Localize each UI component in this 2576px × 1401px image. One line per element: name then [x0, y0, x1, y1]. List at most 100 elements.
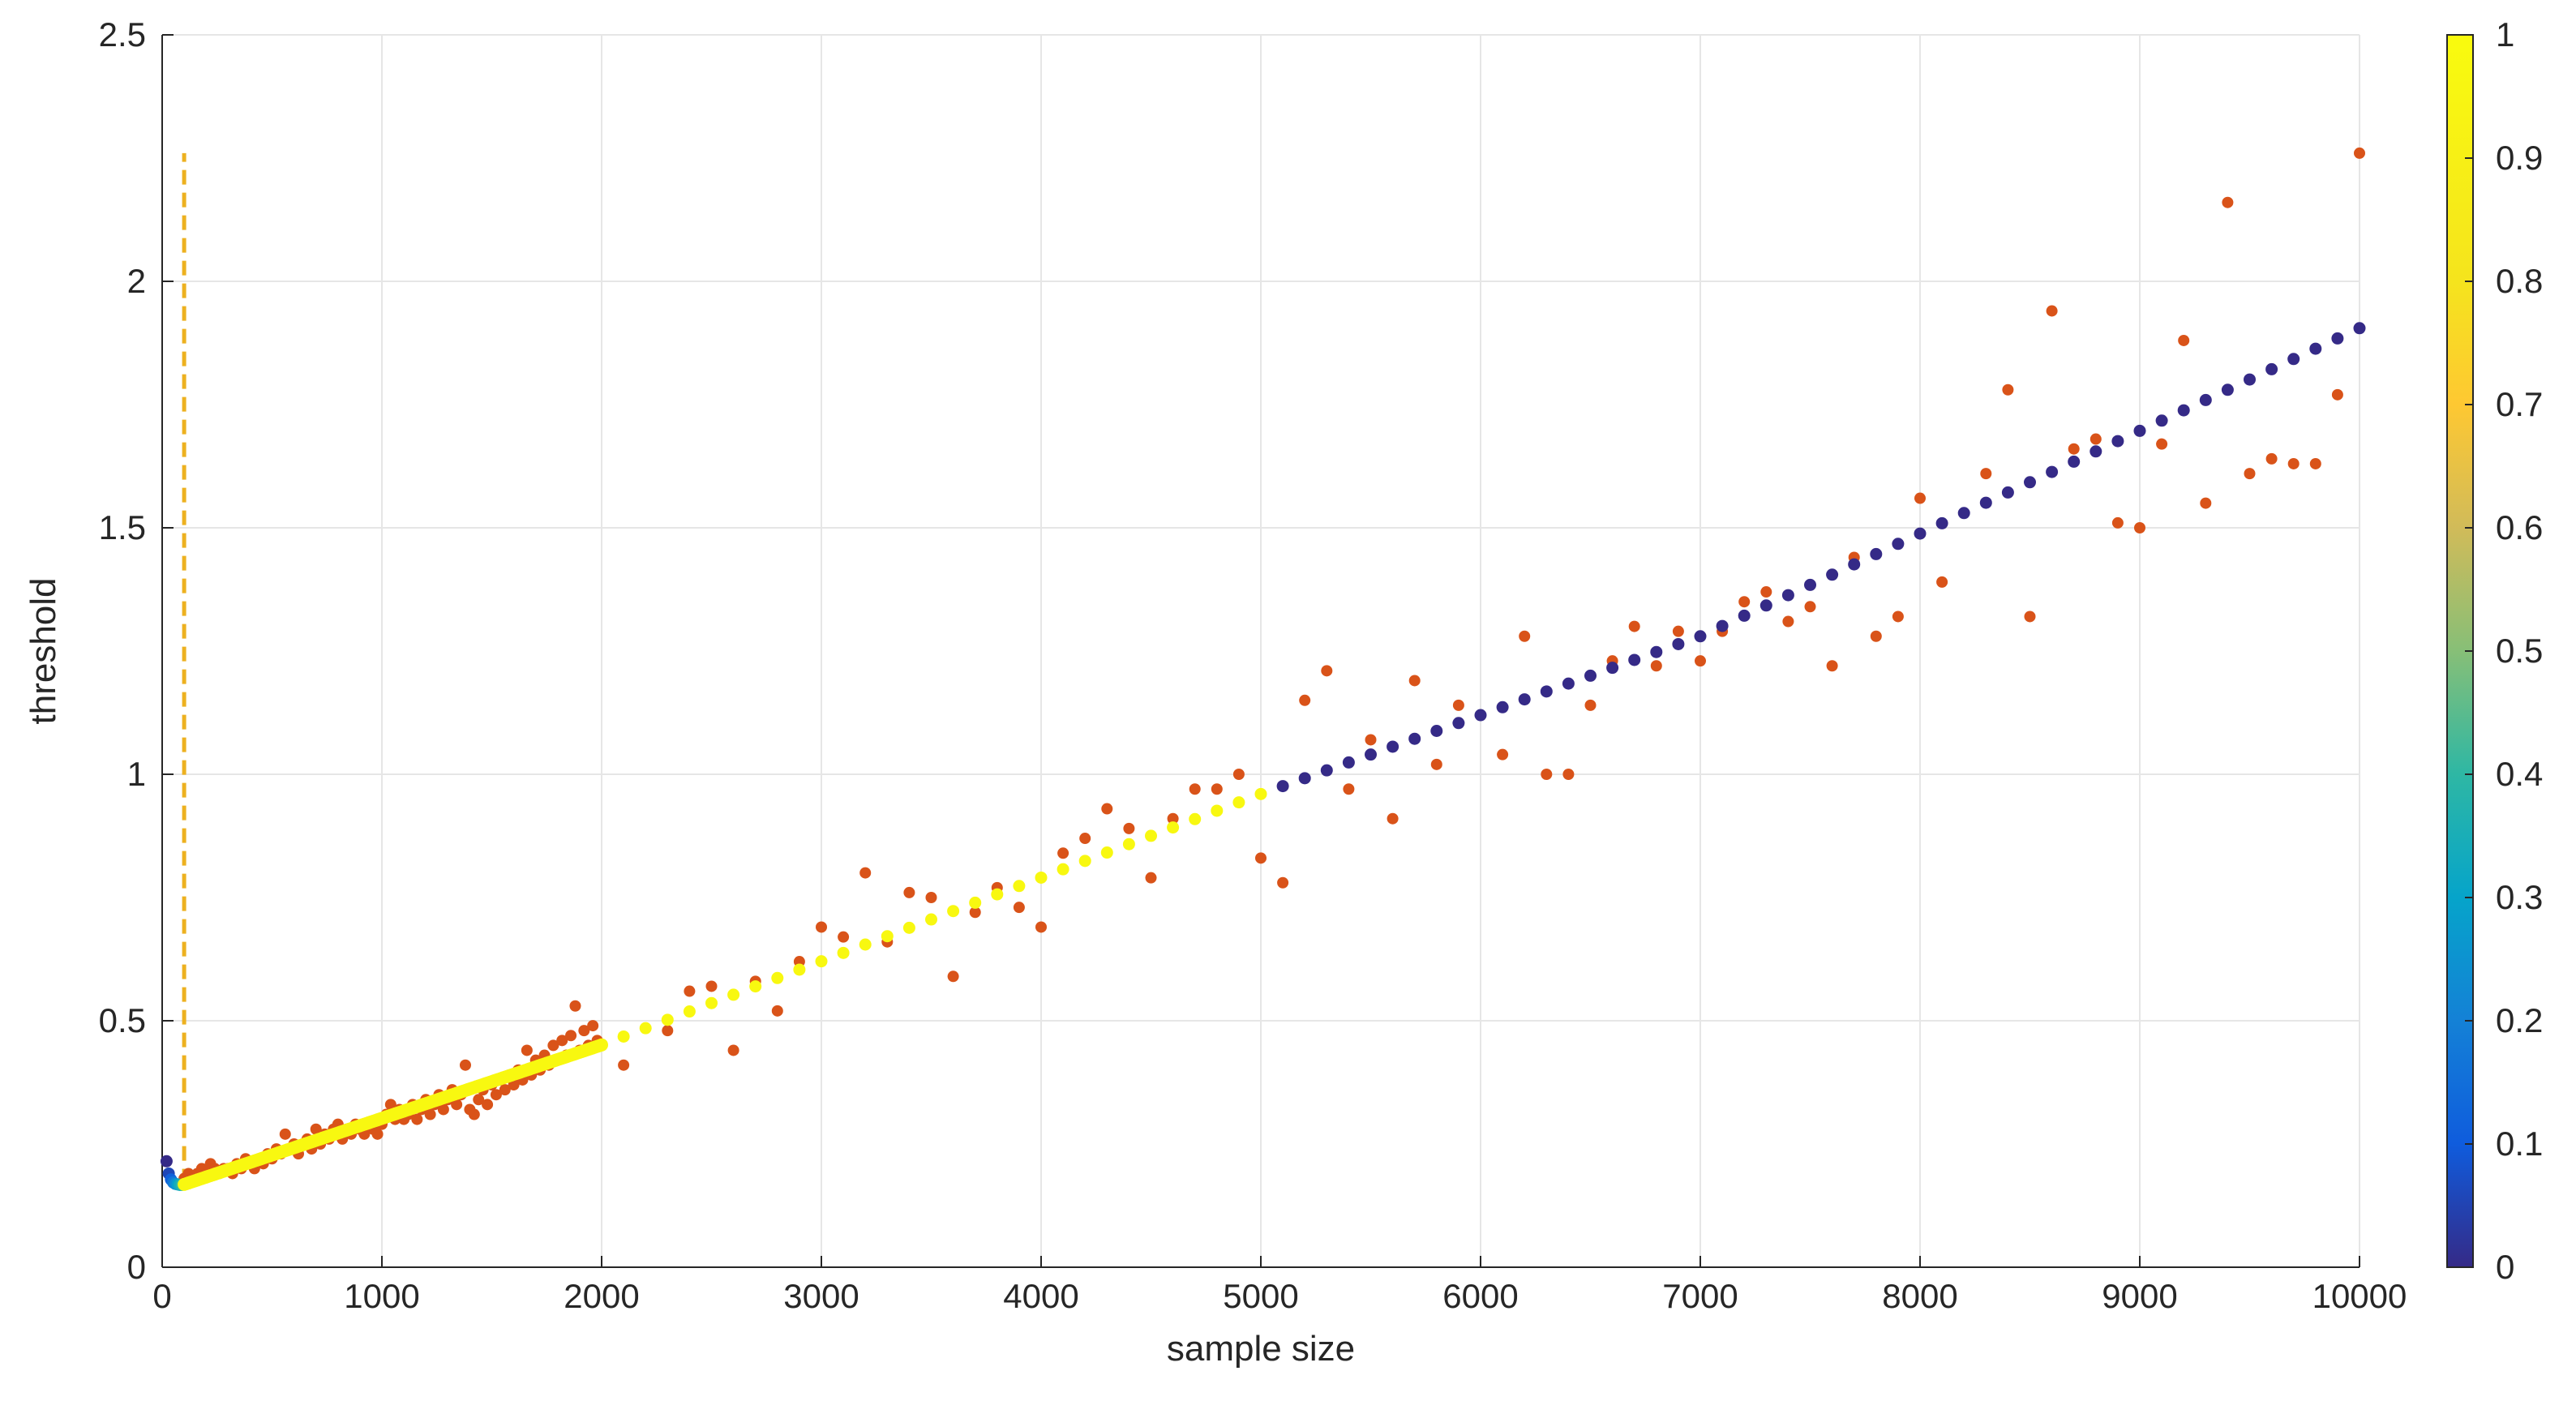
observed-point	[705, 980, 718, 992]
fitted-point	[727, 988, 740, 1001]
fitted-point	[1672, 637, 1685, 650]
fitted-point	[2353, 322, 2366, 335]
colorbar-tick-label: 0.5	[2496, 632, 2543, 670]
fitted-point	[1276, 780, 1289, 793]
observed-point	[569, 1000, 581, 1012]
x-tick-label: 9000	[2102, 1277, 2177, 1315]
fitted-series	[160, 322, 2366, 1191]
observed-point	[1057, 847, 1069, 859]
fitted-point	[749, 980, 762, 993]
fitted-point	[2090, 445, 2102, 458]
fitted-point	[991, 888, 1004, 901]
fitted-point	[859, 938, 872, 951]
observed-point	[1079, 833, 1091, 845]
colorbar-tick-label: 0.3	[2496, 878, 2543, 916]
observed-point	[310, 1123, 322, 1135]
observed-point	[662, 1025, 674, 1037]
fitted-point	[1430, 724, 1443, 737]
fitted-point	[1979, 496, 1992, 509]
fitted-point	[1342, 756, 1355, 769]
colorbar-tick-label: 0.7	[2496, 385, 2543, 423]
fitted-point	[1716, 619, 1729, 632]
fitted-point	[1078, 855, 1091, 868]
fitted-point	[1496, 700, 1509, 713]
fitted-point	[902, 921, 915, 934]
observed-point	[1892, 611, 1904, 623]
fitted-point	[2331, 332, 2344, 345]
fitted-point	[1848, 558, 1861, 571]
observed-point	[2068, 443, 2080, 455]
x-tick-label: 10000	[2312, 1277, 2407, 1315]
fitted-point	[705, 996, 718, 1009]
fitted-point	[1628, 653, 1641, 666]
fitted-point	[1738, 609, 1751, 622]
fitted-point	[2287, 353, 2300, 366]
observed-point	[1277, 876, 1289, 889]
observed-point	[1123, 822, 1135, 834]
fitted-point	[1781, 589, 1794, 602]
fitted-point	[1892, 538, 1905, 551]
fitted-point	[2133, 424, 2146, 437]
colorbar-tick-label: 0.1	[2496, 1125, 2543, 1163]
x-tick-label: 2000	[564, 1277, 639, 1315]
observed-point	[2024, 611, 2036, 623]
fitted-point	[595, 1038, 608, 1052]
fitted-point	[2221, 383, 2234, 396]
x-tick-label: 5000	[1223, 1277, 1298, 1315]
x-axis-label: sample size	[1167, 1329, 1355, 1369]
observed-point	[1562, 769, 1575, 780]
observed-point	[2244, 468, 2256, 480]
fitted-point	[1935, 516, 1948, 529]
observed-point	[1497, 748, 1509, 760]
observed-point	[1189, 783, 1201, 795]
fitted-point	[1365, 748, 1377, 761]
observed-point	[1650, 660, 1662, 672]
observed-point	[1760, 586, 1772, 598]
observed-point	[565, 1030, 577, 1042]
observed-point	[459, 1059, 471, 1071]
fitted-point	[1057, 863, 1069, 876]
observed-point	[2002, 383, 2014, 396]
fitted-point	[1518, 693, 1531, 706]
observed-point	[2134, 522, 2145, 533]
observed-point	[1672, 625, 1684, 637]
fitted-point	[1013, 880, 1026, 893]
x-tick-label: 8000	[1882, 1277, 1957, 1315]
x-tick-label: 7000	[1662, 1277, 1738, 1315]
observed-point	[2046, 305, 2058, 317]
fitted-point	[1826, 568, 1839, 581]
observed-point	[1695, 655, 1706, 667]
observed-point	[1387, 812, 1399, 825]
observed-point	[1211, 783, 1223, 795]
fitted-point	[969, 896, 982, 909]
observed-point	[1870, 630, 1882, 642]
observed-point	[2090, 433, 2102, 445]
fitted-point	[1408, 732, 1421, 745]
fitted-point	[1584, 669, 1597, 682]
observed-point	[1343, 783, 1355, 795]
fitted-point	[1122, 838, 1135, 850]
observed-point	[859, 867, 872, 879]
fitted-point	[1254, 787, 1267, 800]
observed-point	[587, 1020, 599, 1032]
observed-point	[1914, 492, 1926, 504]
observed-point	[384, 1099, 396, 1111]
fitted-point	[1145, 829, 1157, 842]
observed-point	[2309, 457, 2321, 469]
observed-point	[1782, 615, 1794, 628]
fitted-point	[1870, 547, 1883, 560]
axes	[161, 34, 2360, 1268]
observed-point	[547, 1039, 559, 1052]
fitted-point	[2024, 476, 2036, 489]
observed-point	[2331, 388, 2343, 401]
fitted-point	[160, 1155, 173, 1168]
fitted-point	[1320, 764, 1333, 777]
observed-point	[411, 1113, 423, 1125]
fitted-point	[1189, 812, 1202, 825]
fitted-point	[2265, 362, 2278, 375]
fitted-point	[1298, 772, 1311, 785]
x-tick-label: 1000	[344, 1277, 419, 1315]
fitted-point	[771, 971, 784, 984]
observed-point	[838, 931, 850, 943]
fitted-point	[881, 930, 894, 943]
